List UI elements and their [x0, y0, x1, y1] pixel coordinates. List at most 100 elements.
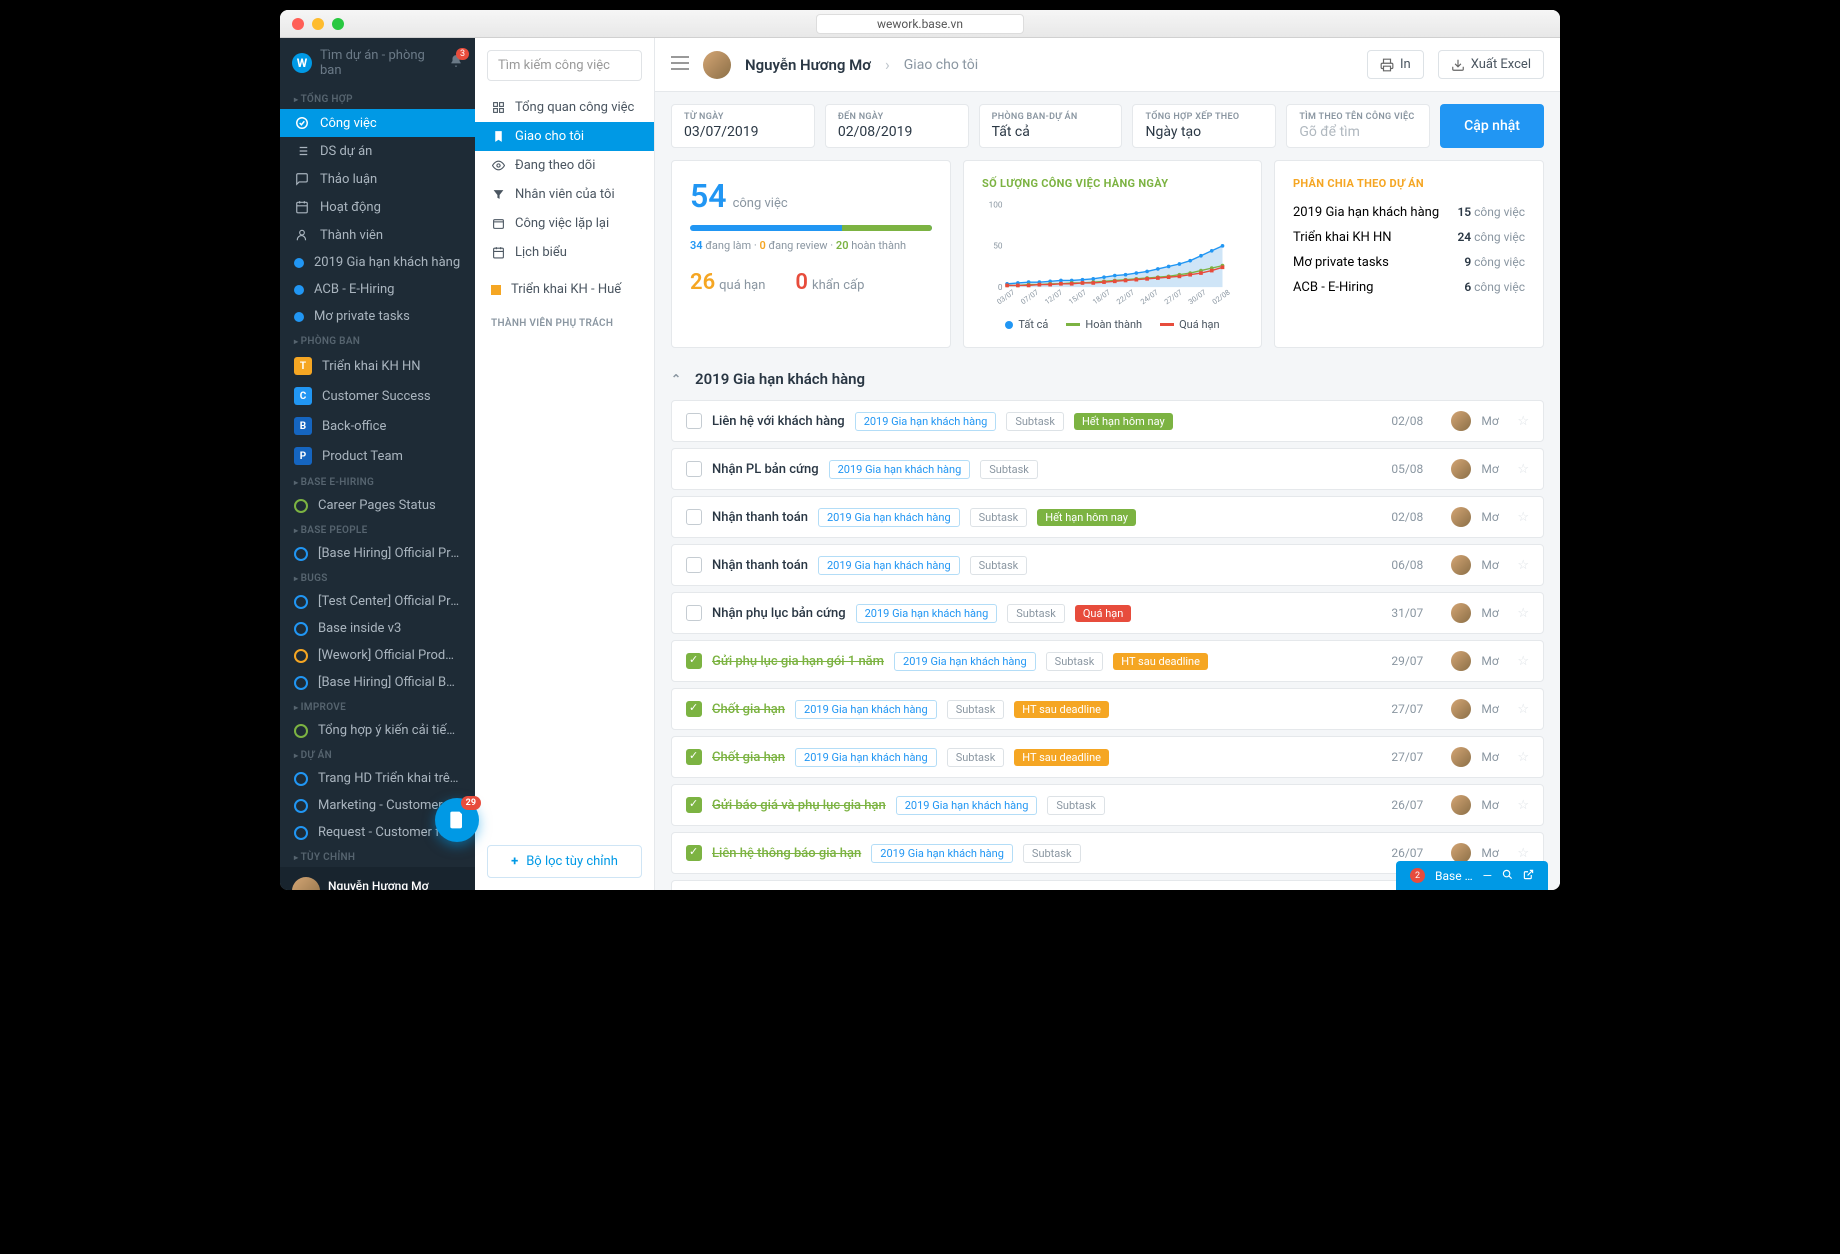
star-icon[interactable]: ☆: [1517, 414, 1529, 429]
star-icon[interactable]: ☆: [1517, 798, 1529, 813]
sidebar-item[interactable]: TTriển khai KH HN: [280, 351, 475, 381]
print-button[interactable]: In: [1367, 50, 1424, 79]
task-checkbox[interactable]: [686, 413, 702, 429]
project-tag[interactable]: 2019 Gia hạn khách hàng: [818, 508, 960, 527]
task-checkbox[interactable]: [686, 701, 702, 717]
sidebar-item[interactable]: [Base Hiring] Official Product…: [280, 540, 475, 567]
sidebar-section-header[interactable]: DỰ ÁN: [280, 744, 475, 765]
task-row[interactable]: Liên hệ với khách hàng2019 Gia hạn khách…: [671, 400, 1544, 442]
task-checkbox[interactable]: [686, 749, 702, 765]
nav-item[interactable]: Tổng quan công việc: [475, 93, 654, 122]
project-tag[interactable]: 2019 Gia hạn khách hàng: [894, 652, 1036, 671]
sidebar-section-header[interactable]: IMPROVE: [280, 696, 475, 717]
sidebar-section-header[interactable]: TỔNG HỢP: [280, 88, 475, 109]
minimize-window[interactable]: [312, 18, 324, 30]
task-row[interactable]: Gửi phụ lục gia hạn gói 1 năm2019 Gia hạ…: [671, 640, 1544, 682]
star-icon[interactable]: ☆: [1517, 702, 1529, 717]
sidebar-item[interactable]: Career Pages Status: [280, 492, 475, 519]
star-icon[interactable]: ☆: [1517, 558, 1529, 573]
sidebar-item[interactable]: DS dự án: [280, 137, 475, 165]
export-excel-button[interactable]: Xuất Excel: [1438, 50, 1544, 79]
filter-to-date[interactable]: ĐẾN NGÀY02/08/2019: [825, 104, 969, 148]
project-tag[interactable]: 2019 Gia hạn khách hàng: [829, 460, 971, 479]
nav-item[interactable]: Đang theo dõi: [475, 151, 654, 180]
sidebar-item[interactable]: [Base Hiring] Official Bug Hiri…: [280, 669, 475, 696]
sidebar-item[interactable]: PProduct Team: [280, 441, 475, 471]
star-icon[interactable]: ☆: [1517, 846, 1529, 861]
task-checkbox[interactable]: [686, 797, 702, 813]
task-row[interactable]: Nhận PL bản cứng2019 Gia hạn khách hàngS…: [671, 448, 1544, 490]
nav-item[interactable]: Công việc lặp lại: [475, 209, 654, 238]
nav-item[interactable]: Giao cho tôi: [475, 122, 654, 151]
sidebar-item[interactable]: Hoạt động: [280, 193, 475, 221]
maximize-window[interactable]: [332, 18, 344, 30]
star-icon[interactable]: ☆: [1517, 750, 1529, 765]
task-checkbox[interactable]: [686, 605, 702, 621]
project-tag[interactable]: 2019 Gia hạn khách hàng: [856, 604, 998, 623]
task-row[interactable]: Chốt gia hạn2019 Gia hạn khách hàngSubta…: [671, 688, 1544, 730]
app-logo[interactable]: W: [292, 53, 312, 73]
minimize-icon[interactable]: —: [1483, 869, 1492, 883]
project-search-input[interactable]: Tìm dự án - phòng ban: [320, 48, 441, 78]
sidebar-section-header[interactable]: BUGS: [280, 567, 475, 588]
project-breakdown-row[interactable]: Triển khai KH HN24 công việc: [1293, 225, 1525, 250]
filter-from-date[interactable]: TỪ NGÀY03/07/2019: [671, 104, 815, 148]
project-tag[interactable]: 2019 Gia hạn khách hàng: [855, 412, 997, 431]
star-icon[interactable]: ☆: [1517, 462, 1529, 477]
task-checkbox[interactable]: [686, 557, 702, 573]
task-search-input[interactable]: Tìm kiếm công việc: [487, 50, 642, 81]
sidebar-item[interactable]: Công việc: [280, 109, 475, 137]
filter-department[interactable]: PHÒNG BAN-DỰ ÁNTất cả: [979, 104, 1123, 148]
task-row[interactable]: Nhận thanh toán2019 Gia hạn khách hàngSu…: [671, 544, 1544, 586]
search-icon[interactable]: [1502, 869, 1513, 883]
filter-sort[interactable]: TỔNG HỢP XẾP THEONgày tạo: [1132, 104, 1276, 148]
sidebar-item[interactable]: Trang HD Triển khai trên We…: [280, 765, 475, 792]
star-icon[interactable]: ☆: [1517, 510, 1529, 525]
sidebar-item[interactable]: Mơ private tasks: [280, 303, 475, 330]
popout-icon[interactable]: [1523, 869, 1534, 883]
project-tag[interactable]: 2019 Gia hạn khách hàng: [818, 556, 960, 575]
star-icon[interactable]: ☆: [1517, 606, 1529, 621]
project-breakdown-row[interactable]: 2019 Gia hạn khách hàng15 công việc: [1293, 200, 1525, 225]
sidebar-item[interactable]: Tổng hợp ý kiến cải tiến Bas…: [280, 717, 475, 744]
task-row[interactable]: Gửi báo giá và phụ lục gia hạn2019 Gia h…: [671, 784, 1544, 826]
task-row[interactable]: Nhận thanh toán2019 Gia hạn khách hàngSu…: [671, 496, 1544, 538]
sidebar-item[interactable]: Base inside v3: [280, 615, 475, 642]
custom-filter-button[interactable]: + Bộ lọc tùy chỉnh: [487, 845, 642, 878]
sidebar-section-header[interactable]: TÙY CHỈNH: [280, 846, 475, 867]
task-checkbox[interactable]: [686, 461, 702, 477]
current-user[interactable]: Nguyễn Hương Mơ Customer Success Executi…: [280, 867, 475, 890]
star-icon[interactable]: ☆: [1517, 654, 1529, 669]
address-bar[interactable]: wework.base.vn: [816, 14, 1024, 34]
sidebar-section-header[interactable]: PHÒNG BAN: [280, 330, 475, 351]
sidebar-item[interactable]: Thành viên: [280, 221, 475, 249]
sidebar-item[interactable]: [Wework] Official Product De…: [280, 642, 475, 669]
task-row[interactable]: Nhận phụ lục bản cứng2019 Gia hạn khách …: [671, 592, 1544, 634]
sidebar-item[interactable]: 2019 Gia hạn khách hàng: [280, 249, 475, 276]
notifications-icon[interactable]: 3: [449, 54, 463, 72]
update-button[interactable]: Cập nhật: [1440, 104, 1544, 148]
task-checkbox[interactable]: [686, 845, 702, 861]
menu-icon[interactable]: [671, 55, 689, 74]
project-breakdown-row[interactable]: Mơ private tasks9 công việc: [1293, 250, 1525, 275]
sidebar-project-item[interactable]: Triển khai KH - Huế: [475, 275, 654, 304]
sidebar-item[interactable]: [Test Center] Official Project: [280, 588, 475, 615]
sidebar-section-header[interactable]: BASE PEOPLE: [280, 519, 475, 540]
sidebar-item[interactable]: Thảo luận: [280, 165, 475, 193]
sidebar-item[interactable]: ACB - E-Hiring: [280, 276, 475, 303]
nav-item[interactable]: Lịch biểu: [475, 238, 654, 267]
project-breakdown-row[interactable]: ACB - E-Hiring6 công việc: [1293, 275, 1525, 300]
task-checkbox[interactable]: [686, 509, 702, 525]
sidebar-item[interactable]: CCustomer Success: [280, 381, 475, 411]
close-window[interactable]: [292, 18, 304, 30]
project-tag[interactable]: 2019 Gia hạn khách hàng: [795, 700, 937, 719]
project-tag[interactable]: 2019 Gia hạn khách hàng: [795, 748, 937, 767]
chat-tab[interactable]: 2 Base … —: [1396, 861, 1548, 890]
task-row[interactable]: Chốt gia hạn2019 Gia hạn khách hàngSubta…: [671, 736, 1544, 778]
sidebar-section-header[interactable]: BASE E-HIRING: [280, 471, 475, 492]
task-group-header[interactable]: 2019 Gia hạn khách hàng: [671, 360, 1544, 400]
nav-item[interactable]: Nhân viên của tôi: [475, 180, 654, 209]
sidebar-item[interactable]: BBack-office: [280, 411, 475, 441]
filter-search[interactable]: TÌM THEO TÊN CÔNG VIỆCGõ để tìm: [1286, 104, 1430, 148]
project-tag[interactable]: 2019 Gia hạn khách hàng: [896, 796, 1038, 815]
